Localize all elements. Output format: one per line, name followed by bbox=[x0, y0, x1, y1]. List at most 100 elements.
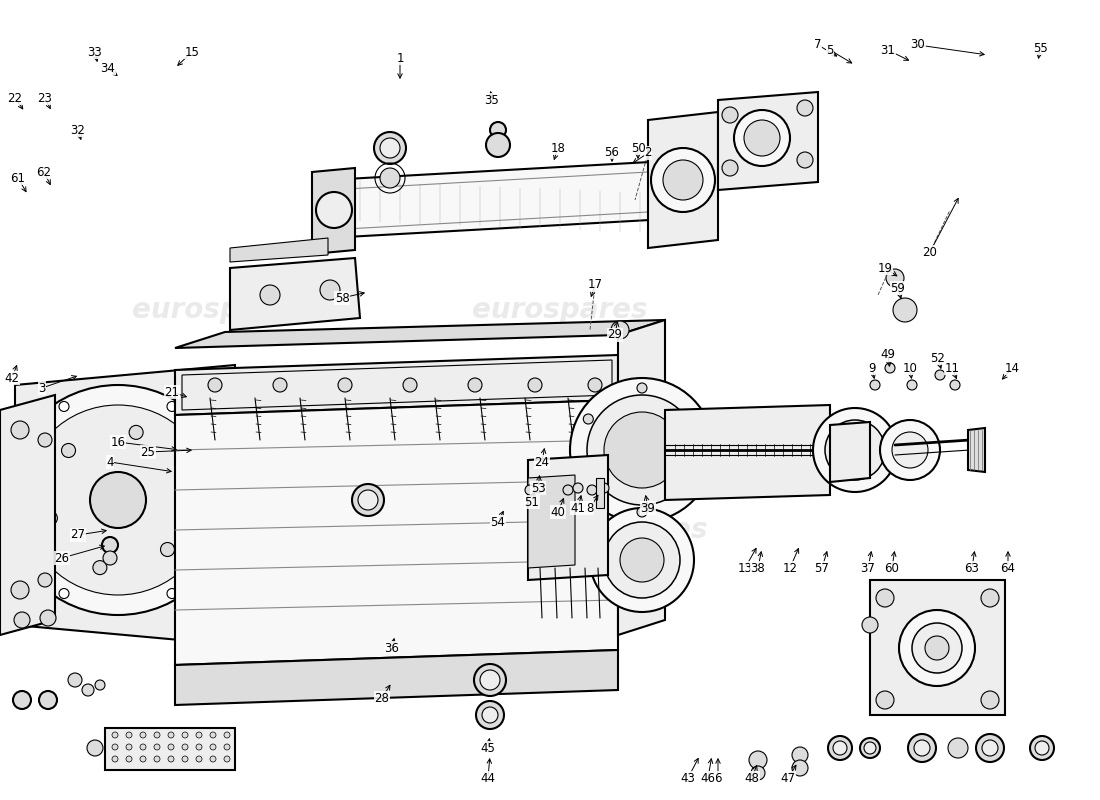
Text: 9: 9 bbox=[868, 362, 876, 374]
Circle shape bbox=[210, 732, 216, 738]
Circle shape bbox=[224, 756, 230, 762]
Circle shape bbox=[338, 378, 352, 392]
Text: 39: 39 bbox=[640, 502, 656, 514]
Text: 11: 11 bbox=[945, 362, 959, 374]
Text: 55: 55 bbox=[1033, 42, 1047, 54]
Circle shape bbox=[90, 472, 146, 528]
Circle shape bbox=[604, 412, 680, 488]
Circle shape bbox=[474, 664, 506, 696]
Circle shape bbox=[976, 734, 1004, 762]
Circle shape bbox=[482, 707, 498, 723]
Text: 3: 3 bbox=[39, 382, 46, 394]
Circle shape bbox=[528, 378, 542, 392]
Text: 36: 36 bbox=[385, 642, 399, 654]
Circle shape bbox=[210, 744, 216, 750]
Circle shape bbox=[792, 747, 808, 763]
Circle shape bbox=[587, 485, 597, 495]
Circle shape bbox=[320, 280, 340, 300]
Circle shape bbox=[154, 744, 160, 750]
Circle shape bbox=[813, 408, 896, 492]
Text: 30: 30 bbox=[911, 38, 925, 51]
Text: 41: 41 bbox=[571, 502, 585, 514]
Circle shape bbox=[468, 378, 482, 392]
Circle shape bbox=[221, 495, 231, 505]
Circle shape bbox=[112, 756, 118, 762]
Circle shape bbox=[224, 744, 230, 750]
Circle shape bbox=[981, 589, 999, 607]
Circle shape bbox=[112, 744, 118, 750]
Circle shape bbox=[224, 732, 230, 738]
Circle shape bbox=[982, 740, 998, 756]
Text: 44: 44 bbox=[481, 771, 495, 785]
Circle shape bbox=[196, 756, 202, 762]
Circle shape bbox=[167, 589, 177, 598]
Circle shape bbox=[1035, 741, 1049, 755]
Circle shape bbox=[876, 691, 894, 709]
Text: 5: 5 bbox=[826, 43, 834, 57]
Text: 45: 45 bbox=[481, 742, 495, 754]
Circle shape bbox=[260, 285, 280, 305]
Circle shape bbox=[734, 110, 790, 166]
Circle shape bbox=[39, 691, 57, 709]
Bar bbox=[596, 478, 604, 508]
Polygon shape bbox=[175, 320, 666, 348]
Text: 28: 28 bbox=[375, 691, 389, 705]
Circle shape bbox=[87, 740, 103, 756]
Circle shape bbox=[59, 589, 69, 598]
Circle shape bbox=[126, 744, 132, 750]
Text: 10: 10 bbox=[903, 362, 917, 374]
Circle shape bbox=[908, 380, 917, 390]
Circle shape bbox=[860, 738, 880, 758]
Circle shape bbox=[798, 152, 813, 168]
Circle shape bbox=[744, 120, 780, 156]
Circle shape bbox=[167, 402, 177, 411]
Text: 63: 63 bbox=[965, 562, 979, 574]
Text: 49: 49 bbox=[880, 349, 895, 362]
Circle shape bbox=[480, 670, 501, 690]
Circle shape bbox=[610, 321, 629, 339]
Circle shape bbox=[6, 495, 15, 505]
Circle shape bbox=[637, 383, 647, 393]
Polygon shape bbox=[648, 112, 718, 248]
Circle shape bbox=[798, 100, 813, 116]
Circle shape bbox=[893, 298, 917, 322]
Circle shape bbox=[196, 732, 202, 738]
Text: 4: 4 bbox=[107, 455, 113, 469]
Circle shape bbox=[870, 380, 880, 390]
Circle shape bbox=[583, 476, 593, 486]
Circle shape bbox=[14, 612, 30, 628]
Text: eurospares: eurospares bbox=[132, 516, 308, 544]
Circle shape bbox=[23, 405, 213, 595]
Text: 33: 33 bbox=[88, 46, 102, 58]
Text: 23: 23 bbox=[37, 91, 53, 105]
Circle shape bbox=[374, 132, 406, 164]
Text: 52: 52 bbox=[931, 351, 945, 365]
Text: 50: 50 bbox=[630, 142, 646, 154]
Circle shape bbox=[590, 508, 694, 612]
Circle shape bbox=[899, 610, 975, 686]
Circle shape bbox=[792, 760, 808, 776]
Circle shape bbox=[379, 138, 400, 158]
Circle shape bbox=[935, 370, 945, 380]
Bar bbox=[870, 580, 1005, 715]
Text: 38: 38 bbox=[750, 562, 766, 574]
Circle shape bbox=[862, 617, 878, 633]
Circle shape bbox=[663, 160, 703, 200]
Circle shape bbox=[40, 610, 56, 626]
Circle shape bbox=[154, 732, 160, 738]
Circle shape bbox=[140, 732, 146, 738]
Text: 42: 42 bbox=[4, 371, 20, 385]
Circle shape bbox=[651, 148, 715, 212]
Text: 8: 8 bbox=[586, 502, 594, 514]
Text: 61: 61 bbox=[11, 171, 25, 185]
Circle shape bbox=[168, 756, 174, 762]
Bar bbox=[104, 728, 235, 770]
Circle shape bbox=[749, 751, 767, 769]
Circle shape bbox=[182, 744, 188, 750]
Polygon shape bbox=[618, 320, 666, 635]
Circle shape bbox=[892, 432, 928, 468]
Circle shape bbox=[722, 160, 738, 176]
Circle shape bbox=[637, 507, 647, 517]
Polygon shape bbox=[0, 395, 55, 635]
Text: 26: 26 bbox=[55, 551, 69, 565]
